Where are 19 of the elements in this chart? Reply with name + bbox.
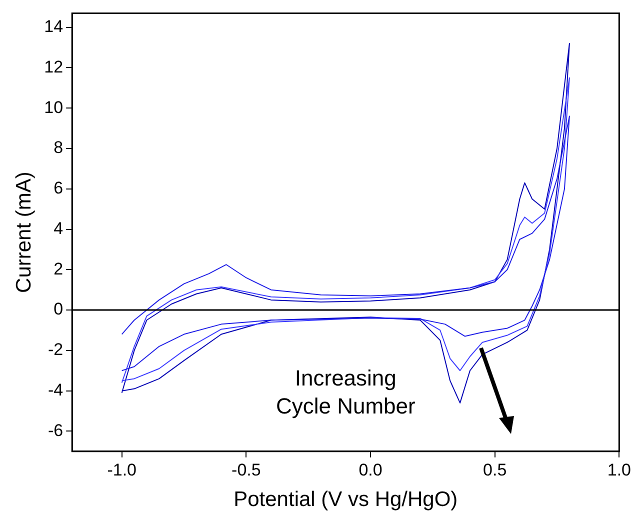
y-tick-label: -4 bbox=[48, 380, 64, 400]
y-tick-label: 8 bbox=[54, 138, 64, 158]
x-tick-label: 0.5 bbox=[483, 460, 507, 480]
y-tick-label: 0 bbox=[54, 300, 64, 319]
x-axis-title: Potential (V vs Hg/HgO) bbox=[234, 488, 458, 512]
x-tick-label: 1.0 bbox=[607, 460, 632, 480]
y-tick-label: -2 bbox=[48, 340, 64, 360]
x-tick-label: -0.5 bbox=[232, 460, 261, 480]
y-axis-title: Current (mA) bbox=[12, 172, 36, 293]
y-tick-label: 6 bbox=[54, 178, 64, 198]
y-tick-label: 14 bbox=[44, 17, 64, 36]
x-tick-label: 0.0 bbox=[358, 460, 382, 480]
annotation: Increasing Cycle Number bbox=[276, 366, 416, 419]
y-tick-label: 10 bbox=[44, 98, 64, 117]
y-tick-label: -6 bbox=[48, 420, 64, 440]
y-tick-label: 4 bbox=[54, 218, 64, 238]
x-tick-label: -1.0 bbox=[107, 460, 136, 480]
y-tick-label: 2 bbox=[54, 259, 64, 278]
y-tick-label: 12 bbox=[44, 57, 64, 76]
